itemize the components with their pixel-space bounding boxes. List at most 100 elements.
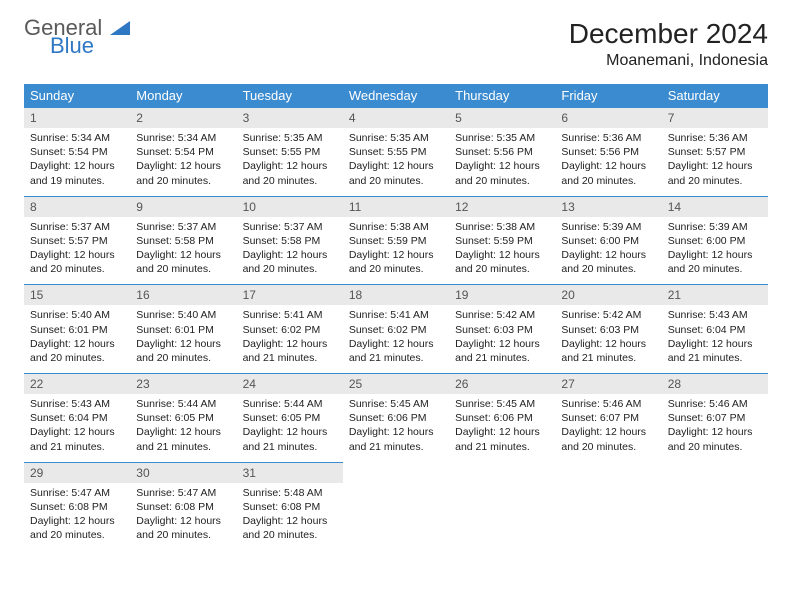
sunrise-line: Sunrise: 5:34 AM [136,131,230,145]
sunset-line: Sunset: 6:06 PM [455,411,549,425]
sunrise-line: Sunrise: 5:36 AM [668,131,762,145]
calendar-cell: 4 Sunrise: 5:35 AMSunset: 5:55 PMDaylight… [343,108,449,197]
sunrise-line: Sunrise: 5:46 AM [561,397,655,411]
calendar-cell: 5Sunrise: 5:35 AMSunset: 5:56 PMDaylight… [449,108,555,197]
calendar-cell: 8Sunrise: 5:37 AMSunset: 5:57 PMDaylight… [24,196,130,285]
calendar-cell [662,462,768,550]
calendar-cell: 17Sunrise: 5:41 AMSunset: 6:02 PMDayligh… [237,285,343,374]
daylight-line: Daylight: 12 hours and 20 minutes. [349,248,443,276]
day-details: Sunrise: 5:37 AMSunset: 5:58 PMDaylight:… [130,217,236,285]
day-details: Sunrise: 5:37 AMSunset: 5:57 PMDaylight:… [24,217,130,285]
day-details: Sunrise: 5:40 AMSunset: 6:01 PMDaylight:… [24,305,130,373]
sunset-line: Sunset: 5:54 PM [30,145,124,159]
sunrise-line: Sunrise: 5:38 AM [455,220,549,234]
sunrise-line: Sunrise: 5:44 AM [136,397,230,411]
day-details: Sunrise: 5:38 AMSunset: 5:59 PMDaylight:… [449,217,555,285]
day-details: Sunrise: 5:36 AMSunset: 5:57 PMDaylight:… [662,128,768,196]
sunrise-line: Sunrise: 5:35 AM [455,131,549,145]
calendar-cell: 25Sunrise: 5:45 AMSunset: 6:06 PMDayligh… [343,374,449,463]
daylight-line: Daylight: 12 hours and 21 minutes. [455,425,549,453]
day-number: 9 [130,197,236,217]
calendar-cell: 14Sunrise: 5:39 AMSunset: 6:00 PMDayligh… [662,196,768,285]
day-details: Sunrise: 5:43 AMSunset: 6:04 PMDaylight:… [24,394,130,462]
calendar-cell: 23Sunrise: 5:44 AMSunset: 6:05 PMDayligh… [130,374,236,463]
title-block: December 2024 Moanemani, Indonesia [569,18,768,70]
calendar-cell: 11Sunrise: 5:38 AMSunset: 5:59 PMDayligh… [343,196,449,285]
sunrise-line: Sunrise: 5:35 AM [243,131,337,145]
sunset-line: Sunset: 6:08 PM [30,500,124,514]
sunset-line: Sunset: 5:57 PM [668,145,762,159]
day-number: 23 [130,374,236,394]
calendar-cell: 6Sunrise: 5:36 AMSunset: 5:56 PMDaylight… [555,108,661,197]
sunrise-line: Sunrise: 5:47 AM [136,486,230,500]
day-header-row: SundayMondayTuesdayWednesdayThursdayFrid… [24,84,768,108]
sunset-line: Sunset: 5:56 PM [455,145,549,159]
daylight-line: Daylight: 12 hours and 20 minutes. [455,159,549,187]
daylight-line: Daylight: 12 hours and 20 minutes. [136,514,230,542]
daylight-line: Daylight: 12 hours and 20 minutes. [561,425,655,453]
daylight-line: Daylight: 12 hours and 20 minutes. [455,248,549,276]
calendar-body: 1Sunrise: 5:34 AMSunset: 5:54 PMDaylight… [24,108,768,551]
daylight-line: Daylight: 12 hours and 20 minutes. [243,514,337,542]
day-details: Sunrise: 5:46 AMSunset: 6:07 PMDaylight:… [555,394,661,462]
day-number: 6 [555,108,661,128]
calendar-cell: 21Sunrise: 5:43 AMSunset: 6:04 PMDayligh… [662,285,768,374]
day-number: 20 [555,285,661,305]
daylight-line: Daylight: 12 hours and 21 minutes. [243,337,337,365]
calendar-cell: 30Sunrise: 5:47 AMSunset: 6:08 PMDayligh… [130,462,236,550]
day-header: Thursday [449,84,555,108]
sunrise-line: Sunrise: 5:35 AM [349,131,443,145]
day-details: Sunrise: 5:47 AMSunset: 6:08 PMDaylight:… [24,483,130,551]
daylight-line: Daylight: 12 hours and 20 minutes. [349,159,443,187]
day-number: 18 [343,285,449,305]
sunset-line: Sunset: 5:59 PM [349,234,443,248]
day-number: 21 [662,285,768,305]
day-number: 4 [343,108,449,128]
sunrise-line: Sunrise: 5:43 AM [30,397,124,411]
sunset-line: Sunset: 5:57 PM [30,234,124,248]
calendar-cell: 1Sunrise: 5:34 AMSunset: 5:54 PMDaylight… [24,108,130,197]
calendar-cell: 19Sunrise: 5:42 AMSunset: 6:03 PMDayligh… [449,285,555,374]
sunrise-line: Sunrise: 5:37 AM [30,220,124,234]
sunset-line: Sunset: 6:04 PM [30,411,124,425]
sunset-line: Sunset: 6:01 PM [136,323,230,337]
calendar-week: 22Sunrise: 5:43 AMSunset: 6:04 PMDayligh… [24,374,768,463]
calendar-cell: 16Sunrise: 5:40 AMSunset: 6:01 PMDayligh… [130,285,236,374]
sunset-line: Sunset: 5:55 PM [349,145,443,159]
daylight-line: Daylight: 12 hours and 20 minutes. [668,159,762,187]
sunset-line: Sunset: 6:07 PM [561,411,655,425]
day-number: 11 [343,197,449,217]
calendar-week: 29Sunrise: 5:47 AMSunset: 6:08 PMDayligh… [24,462,768,550]
day-details: Sunrise: 5:35 AMSunset: 5:56 PMDaylight:… [449,128,555,196]
brand-logo: General Blue [24,18,130,56]
sunrise-line: Sunrise: 5:41 AM [349,308,443,322]
day-details: Sunrise: 5:47 AMSunset: 6:08 PMDaylight:… [130,483,236,551]
calendar-cell: 13Sunrise: 5:39 AMSunset: 6:00 PMDayligh… [555,196,661,285]
day-header: Saturday [662,84,768,108]
day-number: 2 [130,108,236,128]
sunrise-line: Sunrise: 5:37 AM [243,220,337,234]
sunset-line: Sunset: 6:00 PM [561,234,655,248]
daylight-line: Daylight: 12 hours and 21 minutes. [455,337,549,365]
calendar-cell: 29Sunrise: 5:47 AMSunset: 6:08 PMDayligh… [24,462,130,550]
calendar-cell [343,462,449,550]
sunrise-line: Sunrise: 5:40 AM [30,308,124,322]
calendar-cell: 15Sunrise: 5:40 AMSunset: 6:01 PMDayligh… [24,285,130,374]
day-details: Sunrise: 5:34 AMSunset: 5:54 PMDaylight:… [130,128,236,196]
sunrise-line: Sunrise: 5:43 AM [668,308,762,322]
daylight-line: Daylight: 12 hours and 21 minutes. [668,337,762,365]
calendar-cell: 7Sunrise: 5:36 AMSunset: 5:57 PMDaylight… [662,108,768,197]
calendar-table: SundayMondayTuesdayWednesdayThursdayFrid… [24,84,768,550]
day-details: Sunrise: 5:39 AMSunset: 6:00 PMDaylight:… [555,217,661,285]
day-number: 31 [237,463,343,483]
day-number: 27 [555,374,661,394]
sunset-line: Sunset: 5:58 PM [243,234,337,248]
daylight-line: Daylight: 12 hours and 20 minutes. [243,248,337,276]
day-details: Sunrise: 5:45 AMSunset: 6:06 PMDaylight:… [449,394,555,462]
day-header: Sunday [24,84,130,108]
day-details: Sunrise: 5:40 AMSunset: 6:01 PMDaylight:… [130,305,236,373]
daylight-line: Daylight: 12 hours and 21 minutes. [136,425,230,453]
day-number: 24 [237,374,343,394]
daylight-line: Daylight: 12 hours and 19 minutes. [30,159,124,187]
sunset-line: Sunset: 6:07 PM [668,411,762,425]
